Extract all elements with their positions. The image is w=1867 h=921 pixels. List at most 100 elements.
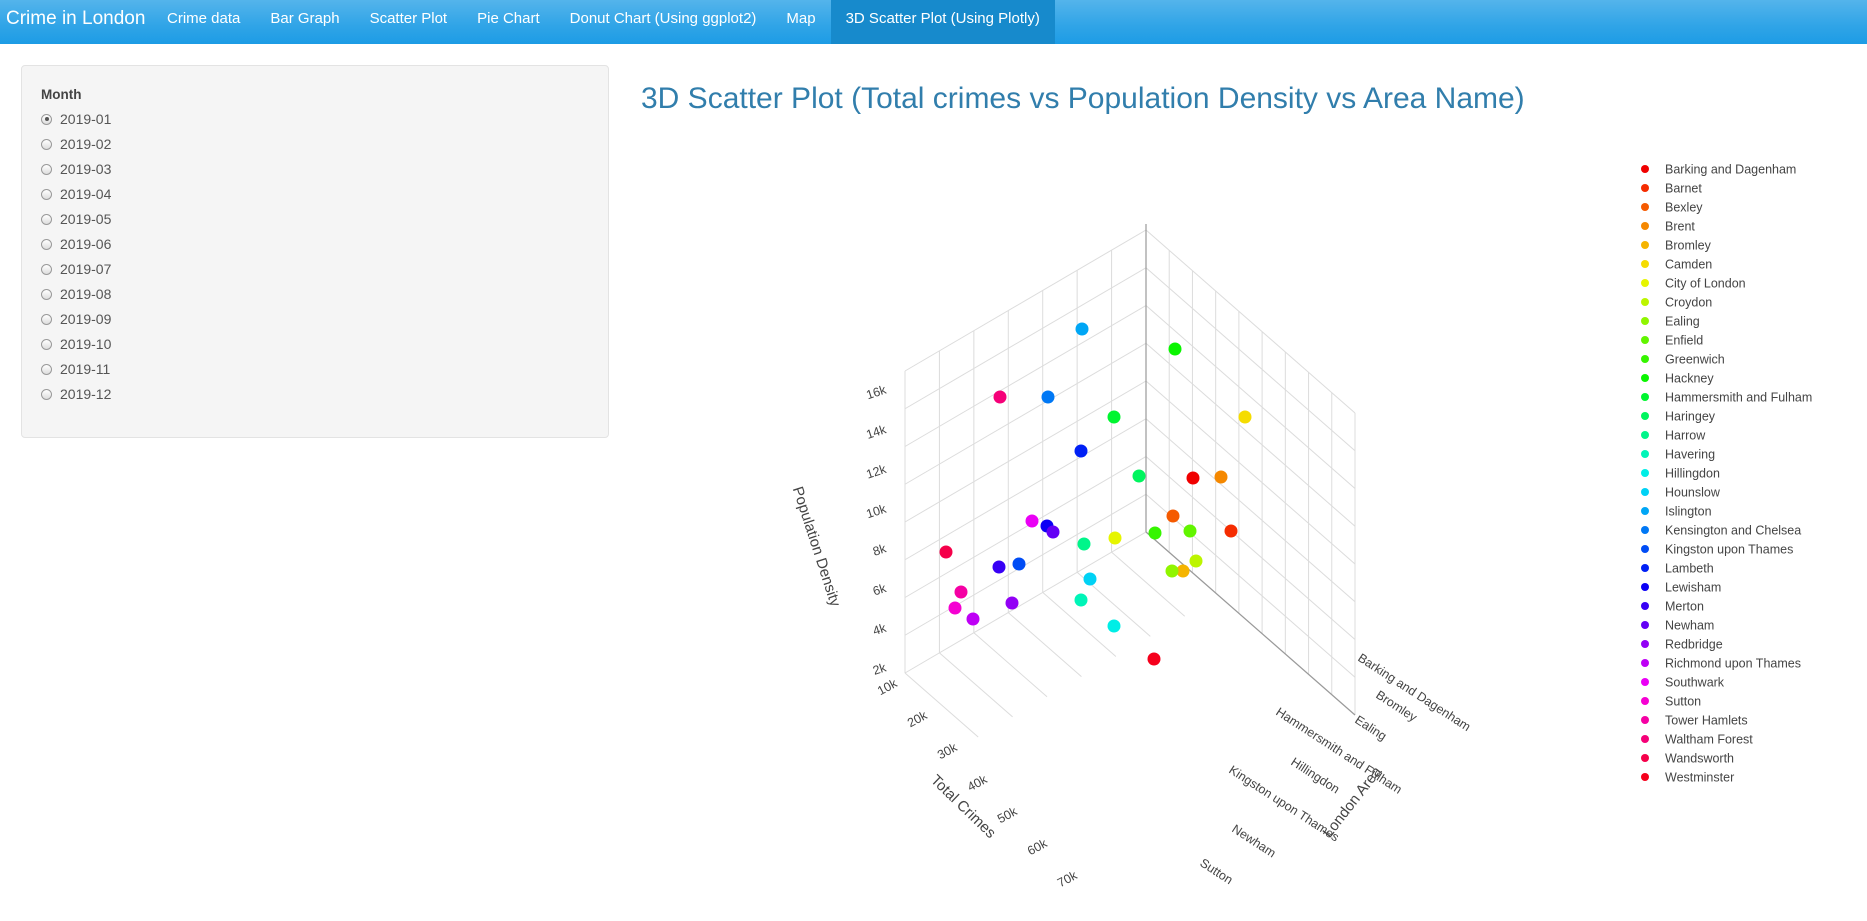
y-tick-label: Newham <box>1229 822 1278 861</box>
data-point <box>1176 564 1190 578</box>
y-tick-label: Ealing <box>1352 713 1389 744</box>
radio-button[interactable] <box>41 288 52 300</box>
legend-marker <box>1641 279 1649 287</box>
month-option-2019-06[interactable]: 2019-06 <box>41 234 111 254</box>
data-point <box>1147 652 1161 666</box>
legend-marker <box>1641 545 1649 553</box>
month-option-2019-02[interactable]: 2019-02 <box>41 134 111 154</box>
month-option-2019-05[interactable]: 2019-05 <box>41 209 111 229</box>
radio-button[interactable] <box>41 388 52 400</box>
x-tick-label: 30k <box>935 740 960 762</box>
tab-pie-chart[interactable]: Pie Chart <box>477 10 540 27</box>
legend-label: Kingston upon Thames <box>1665 543 1793 557</box>
legend-item: Lewisham <box>1641 581 1721 595</box>
chart-title: 3D Scatter Plot (Total crimes vs Populat… <box>641 82 1525 115</box>
legend-marker <box>1641 469 1649 477</box>
x-tick-label: 10k <box>875 676 900 698</box>
legend-label: Barking and Dagenham <box>1665 163 1796 177</box>
gridline <box>904 672 979 738</box>
legend-label: Newham <box>1665 619 1714 633</box>
tab-bar-graph[interactable]: Bar Graph <box>270 10 340 27</box>
gridline <box>904 380 1147 523</box>
radio-button[interactable] <box>41 188 52 200</box>
gridline <box>904 531 1147 674</box>
data-point <box>1074 593 1088 607</box>
y-tick-label: Hillingdon <box>1288 755 1342 797</box>
radio-button[interactable] <box>41 263 52 275</box>
legend-item: Merton <box>1641 600 1704 614</box>
legend-label: Croydon <box>1665 296 1712 310</box>
month-option-2019-09[interactable]: 2019-09 <box>41 309 111 329</box>
legend-item: Tower Hamlets <box>1641 714 1748 728</box>
month-option-2019-10[interactable]: 2019-10 <box>41 334 111 354</box>
legend-marker <box>1641 260 1649 268</box>
legend-marker <box>1641 754 1649 762</box>
legend-label: Havering <box>1665 448 1715 462</box>
brand-title[interactable]: Crime in London <box>6 8 146 29</box>
radio-button[interactable] <box>41 313 52 325</box>
data-point <box>1189 554 1203 568</box>
legend-label: Wandsworth <box>1665 752 1734 766</box>
legend-marker <box>1641 488 1649 496</box>
legend-item: Bromley <box>1641 239 1712 253</box>
radio-button[interactable] <box>41 138 52 150</box>
legend-label: Kensington and Chelsea <box>1665 524 1801 538</box>
tab-map[interactable]: Map <box>786 10 816 27</box>
month-option-2019-01[interactable]: 2019-01 <box>41 109 111 129</box>
data-point <box>1074 444 1088 458</box>
month-option-label: 2019-12 <box>60 386 112 402</box>
legend-marker <box>1641 374 1649 382</box>
legend-label: Islington <box>1665 505 1712 519</box>
tab-3d-scatter-plot[interactable]: 3D Scatter Plot (Using Plotly) <box>830 0 1055 44</box>
radio-button[interactable] <box>41 338 52 350</box>
month-option-2019-08[interactable]: 2019-08 <box>41 284 111 304</box>
radio-button[interactable] <box>41 238 52 250</box>
z-tick-label: 4k <box>871 621 889 639</box>
month-option-2019-11[interactable]: 2019-11 <box>41 359 110 379</box>
data-point <box>1012 557 1026 571</box>
tab-crime-data[interactable]: Crime data <box>167 10 241 27</box>
month-option-2019-12[interactable]: 2019-12 <box>41 384 111 404</box>
legend-item: Bexley <box>1641 201 1703 215</box>
data-point <box>993 390 1007 404</box>
plot-axes: 2k 4k 6k 8k 10k 12k 14k 16k Population Density 10… <box>789 223 1473 890</box>
month-option-2019-04[interactable]: 2019-04 <box>41 184 111 204</box>
legend-label: Redbridge <box>1665 638 1723 652</box>
legend-label: Bexley <box>1665 201 1703 215</box>
x-axis-title: Total Crimes <box>927 772 999 842</box>
legend-label: Bromley <box>1665 239 1712 253</box>
legend-label: Ealing <box>1665 315 1700 329</box>
radio-button[interactable] <box>41 163 52 175</box>
legend-marker <box>1641 507 1649 515</box>
gridline <box>973 632 1048 698</box>
legend-item: Richmond upon Thames <box>1641 657 1801 671</box>
month-option-label: 2019-11 <box>60 361 111 377</box>
legend-marker <box>1641 355 1649 363</box>
data-point <box>1041 390 1055 404</box>
gridline <box>1145 380 1356 565</box>
tab-donut-chart[interactable]: Donut Chart (Using ggplot2) <box>569 10 757 27</box>
data-point <box>966 612 980 626</box>
gridline <box>1145 305 1356 489</box>
gridline <box>904 229 1147 372</box>
legend-marker <box>1641 697 1649 705</box>
month-option-2019-07[interactable]: 2019-07 <box>41 259 111 279</box>
radio-button[interactable] <box>41 113 52 125</box>
data-point <box>1077 537 1091 551</box>
month-option-2019-03[interactable]: 2019-03 <box>41 159 111 179</box>
data-point <box>1224 524 1238 538</box>
radio-button[interactable] <box>41 363 52 375</box>
legend-label: Camden <box>1665 258 1712 272</box>
tab-scatter-plot[interactable]: Scatter Plot <box>369 10 448 27</box>
gridline <box>1145 493 1356 678</box>
legend-item: Hammersmith and Fulham <box>1641 391 1812 405</box>
y-tick-label: Sutton <box>1197 856 1235 887</box>
legend-marker <box>1641 336 1649 344</box>
gridline <box>1145 418 1356 603</box>
radio-button[interactable] <box>41 213 52 225</box>
legend-item: Hillingdon <box>1641 467 1720 481</box>
sidebar-panel: Month 2019-01 2019-02 2019-03 2019-04 2019-0… <box>21 65 609 438</box>
legend-item: Westminster <box>1641 771 1734 785</box>
legend-item: Wandsworth <box>1641 752 1734 766</box>
